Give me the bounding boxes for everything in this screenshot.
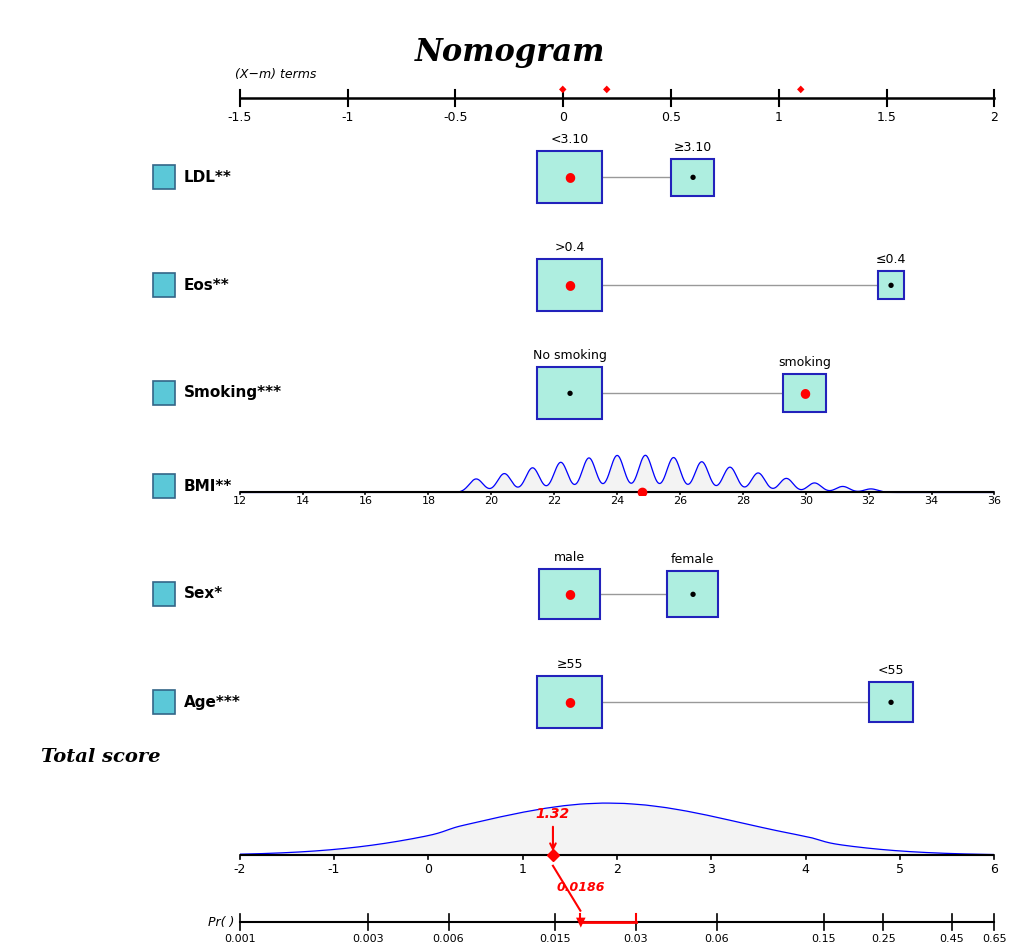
Text: 34: 34 xyxy=(923,496,937,506)
Text: 32: 32 xyxy=(861,496,875,506)
Text: ≥55: ≥55 xyxy=(555,658,582,671)
Text: Pr( ): Pr( ) xyxy=(208,916,234,929)
Text: smoking: smoking xyxy=(777,356,830,370)
Text: male: male xyxy=(553,552,585,564)
Text: (X−m) terms: (X−m) terms xyxy=(234,68,316,81)
Text: 0: 0 xyxy=(558,111,567,124)
Text: Age***: Age*** xyxy=(183,694,240,709)
Text: 0.45: 0.45 xyxy=(938,935,963,943)
Text: female: female xyxy=(671,554,713,567)
Text: 0.006: 0.006 xyxy=(432,935,464,943)
Text: 2: 2 xyxy=(612,863,621,875)
Text: 0.015: 0.015 xyxy=(539,935,571,943)
Text: ●: ● xyxy=(799,387,809,400)
Text: 36: 36 xyxy=(986,496,1001,506)
Text: -2: -2 xyxy=(233,863,246,875)
Text: ●: ● xyxy=(689,174,695,180)
Text: 2: 2 xyxy=(989,111,998,124)
Text: 0.5: 0.5 xyxy=(660,111,681,124)
Text: ≥3.10: ≥3.10 xyxy=(673,141,711,154)
Text: 0.25: 0.25 xyxy=(870,935,895,943)
Text: 0.0186: 0.0186 xyxy=(555,881,604,894)
Text: ●: ● xyxy=(888,699,894,705)
Text: -1: -1 xyxy=(327,863,340,875)
Text: -1.5: -1.5 xyxy=(227,111,252,124)
Text: 6: 6 xyxy=(989,863,998,875)
Text: 0.06: 0.06 xyxy=(704,935,729,943)
Text: BMI**: BMI** xyxy=(183,478,231,493)
Text: >0.4: >0.4 xyxy=(554,241,584,255)
Text: ◆: ◆ xyxy=(558,84,567,94)
Text: 16: 16 xyxy=(358,496,372,506)
Text: -1: -1 xyxy=(341,111,354,124)
Text: ●: ● xyxy=(564,696,575,708)
Text: 14: 14 xyxy=(296,496,310,506)
Text: 28: 28 xyxy=(735,496,749,506)
Text: 30: 30 xyxy=(798,496,812,506)
Text: 4: 4 xyxy=(801,863,809,875)
Text: 0.15: 0.15 xyxy=(810,935,836,943)
Text: -0.5: -0.5 xyxy=(442,111,467,124)
Text: 20: 20 xyxy=(484,496,498,506)
Text: 3: 3 xyxy=(707,863,714,875)
Text: <55: <55 xyxy=(877,664,904,677)
Text: ●: ● xyxy=(564,171,575,184)
Text: 18: 18 xyxy=(421,496,435,506)
Text: ●: ● xyxy=(689,591,695,597)
Text: LDL**: LDL** xyxy=(183,170,231,185)
Text: ≤0.4: ≤0.4 xyxy=(875,254,905,266)
Text: ●: ● xyxy=(564,278,575,291)
Text: 1: 1 xyxy=(519,863,526,875)
Text: ▼: ▼ xyxy=(575,916,585,929)
Text: ●: ● xyxy=(564,587,575,601)
Text: Total score: Total score xyxy=(41,748,160,766)
Text: ◆: ◆ xyxy=(796,84,803,94)
Text: ◆: ◆ xyxy=(602,84,609,94)
Text: 0: 0 xyxy=(424,863,432,875)
Text: Nomogram: Nomogram xyxy=(415,38,604,69)
Text: Sex*: Sex* xyxy=(183,587,222,602)
Text: Eos**: Eos** xyxy=(183,277,229,292)
Text: 0.001: 0.001 xyxy=(223,935,256,943)
Text: 1.5: 1.5 xyxy=(876,111,896,124)
Text: 12: 12 xyxy=(232,496,247,506)
Text: 1: 1 xyxy=(774,111,782,124)
Text: <3.10: <3.10 xyxy=(550,133,588,146)
Text: Smoking***: Smoking*** xyxy=(183,386,281,401)
Text: ●: ● xyxy=(888,282,894,288)
Text: 0.003: 0.003 xyxy=(352,935,383,943)
Text: ●: ● xyxy=(566,390,572,396)
Text: 0.03: 0.03 xyxy=(624,935,648,943)
Text: No smoking: No smoking xyxy=(532,349,606,362)
Text: 5: 5 xyxy=(896,863,903,875)
Text: 24: 24 xyxy=(609,496,624,506)
Text: 1.32: 1.32 xyxy=(535,807,570,849)
Text: 0.65: 0.65 xyxy=(981,935,1006,943)
Text: 22: 22 xyxy=(546,496,560,506)
Text: 26: 26 xyxy=(673,496,687,506)
